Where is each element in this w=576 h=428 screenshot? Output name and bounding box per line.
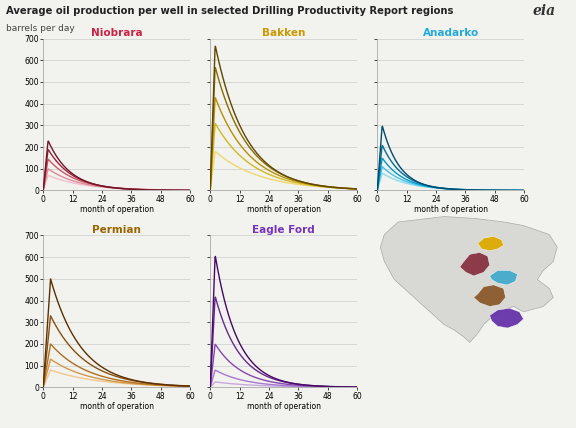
X-axis label: month of operation: month of operation: [247, 205, 321, 214]
X-axis label: month of operation: month of operation: [79, 402, 154, 411]
Text: barrels per day: barrels per day: [6, 24, 74, 33]
Title: Bakken: Bakken: [262, 28, 305, 38]
Title: Anadarko: Anadarko: [423, 28, 479, 38]
Title: Niobrara: Niobrara: [91, 28, 142, 38]
X-axis label: month of operation: month of operation: [247, 402, 321, 411]
Text: Average oil production per well in selected Drilling Productivity Report regions: Average oil production per well in selec…: [6, 6, 453, 16]
Polygon shape: [490, 308, 524, 328]
Polygon shape: [380, 217, 557, 342]
Polygon shape: [478, 236, 503, 251]
X-axis label: month of operation: month of operation: [414, 205, 488, 214]
X-axis label: month of operation: month of operation: [79, 205, 154, 214]
Title: Eagle Ford: Eagle Ford: [252, 225, 315, 235]
Title: Permian: Permian: [92, 225, 141, 235]
Polygon shape: [490, 270, 517, 285]
Polygon shape: [473, 285, 506, 306]
Polygon shape: [460, 253, 490, 276]
Text: eia: eia: [533, 4, 556, 18]
